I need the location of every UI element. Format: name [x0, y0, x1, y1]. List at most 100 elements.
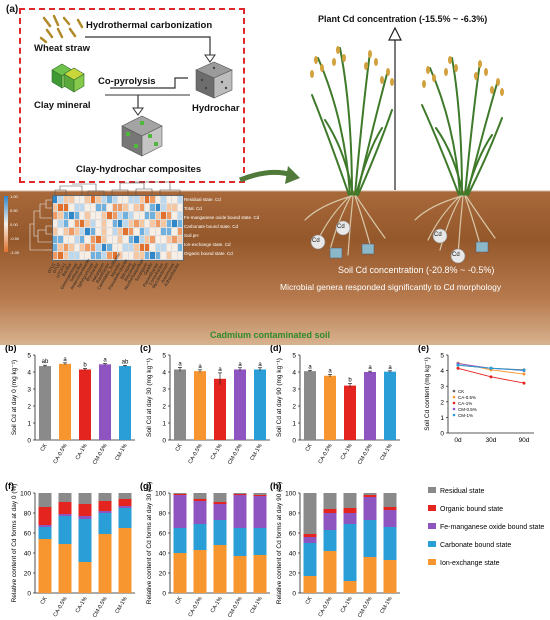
heatmap-cell	[128, 212, 135, 220]
bar	[119, 366, 131, 440]
x-tick-label: CM-0.5%	[357, 596, 374, 619]
significance-letter: b	[348, 378, 352, 384]
heatmap-cell	[123, 204, 129, 212]
heatmap-cell	[134, 236, 140, 244]
heatmap-cell	[85, 244, 91, 252]
y-tick-label: 20	[159, 571, 167, 578]
heatmap-cell	[172, 244, 178, 252]
scale-tick: -1.00	[10, 250, 20, 255]
stack-segment	[38, 527, 52, 539]
legend-entry: CM-0.5%	[458, 407, 477, 412]
heatmap-cell	[85, 236, 91, 244]
heatmap-cell	[80, 196, 86, 204]
x-tick-label: CA-0.5%	[53, 443, 69, 465]
heatmap-cell	[155, 212, 162, 220]
cd-marker: Cd	[337, 224, 345, 230]
heatmap-cell	[53, 204, 59, 212]
heatmap-cell	[85, 212, 91, 220]
heatmap-cell	[107, 212, 113, 220]
bar	[304, 371, 316, 440]
heatmap-cell	[101, 244, 108, 252]
heatmap-cell	[53, 228, 59, 236]
heatmap-cell	[150, 220, 156, 228]
heatmap-cell	[150, 204, 156, 212]
heatmap-cell	[74, 236, 81, 244]
stack-segment	[363, 493, 377, 495]
heatmap-cell	[134, 212, 140, 220]
panel-a-illustration: (a) Wheat straw Hydrothermal carbonizati…	[0, 0, 550, 345]
legend-marker	[452, 401, 456, 405]
heatmap-cell	[96, 228, 102, 236]
stack-segment	[38, 525, 52, 527]
legend-entry: CA-0.5%	[458, 395, 476, 400]
heatmap-cell	[58, 220, 64, 228]
stack-segment	[193, 550, 207, 593]
heatmap-cell	[63, 252, 70, 260]
bar	[364, 372, 376, 440]
heatmap-cell	[128, 236, 135, 244]
stack-segment	[58, 493, 72, 502]
x-tick-label: CM-0.5%	[227, 596, 244, 619]
copyrolysis-label: Co-pyrolysis	[98, 76, 156, 87]
legend-entry: Ion-exchange state	[440, 560, 500, 567]
stack-segment	[303, 493, 317, 534]
soil-cd-text: Soil Cd concentration (-20.8% ~ -0.5%)	[338, 265, 495, 275]
composites-label: Clay-hydrochar composites	[76, 164, 202, 175]
stack-segment	[233, 494, 247, 495]
significance-letter: b	[83, 362, 87, 368]
heatmap-cell	[161, 220, 167, 228]
y-tick-label: 1	[292, 421, 296, 428]
bar	[194, 371, 206, 440]
heatmap-cell	[123, 220, 129, 228]
bar	[344, 385, 356, 440]
heatmap-cell	[155, 244, 162, 252]
cd-marker: Cd	[434, 232, 442, 238]
x-tick-label: 0d	[454, 437, 462, 444]
y-axis-label: Relative content of Cd forms at day 30 (…	[146, 482, 153, 604]
heatmap-cell	[53, 196, 59, 204]
heatmap-cell	[134, 244, 140, 252]
heatmap-cell	[139, 212, 146, 220]
stack-segment	[173, 528, 187, 553]
stack-segment	[303, 543, 317, 576]
heatmap-cell	[117, 212, 124, 220]
heatmap-cell	[177, 236, 183, 244]
heatmap-cell	[145, 236, 151, 244]
y-tick-label: 5	[27, 353, 31, 360]
scale-tick: 1.00	[10, 194, 18, 199]
y-tick-label: 4	[292, 370, 296, 377]
stack-segment	[213, 493, 227, 502]
stack-segment	[233, 493, 247, 494]
legend-entry: Fe-manganese oxide bound state	[440, 524, 544, 531]
stack-segment	[233, 495, 247, 528]
y-tick-label: 100	[20, 491, 31, 498]
heatmap-row-label: Ion-exchange state. Cd	[184, 242, 231, 247]
heatmap-row-label: Residual state. Cd	[184, 197, 221, 202]
heatmap-row-label: Total. Cd	[184, 206, 202, 211]
heatmap-row-label: Carbonate bound state. Cd	[184, 224, 239, 229]
stack-segment	[363, 495, 377, 497]
bar	[99, 364, 111, 440]
scale-tick: 0.50	[10, 208, 18, 213]
heatmap-cell	[139, 204, 146, 212]
y-tick-label: 0	[27, 438, 31, 445]
heatmap-cell	[177, 228, 183, 236]
legend-swatch	[428, 559, 436, 565]
bar	[254, 369, 266, 440]
panel-label: (d)	[270, 345, 282, 353]
panel-label: (b)	[5, 345, 17, 353]
legend-marker	[452, 395, 456, 399]
stack-segment	[193, 499, 207, 501]
heatmap-cell	[145, 220, 151, 228]
x-tick-label: 30d	[486, 437, 497, 444]
heatmap-cell	[177, 244, 183, 252]
heatmap-cell	[177, 220, 183, 228]
heatmap-cell	[90, 212, 97, 220]
series-point	[522, 381, 526, 385]
heatmap-cell	[172, 228, 178, 236]
y-tick-label: 3	[440, 384, 444, 391]
heatmap-cell	[123, 252, 129, 260]
y-axis-label: Relative content of Cd forms at day 0 (%…	[11, 484, 18, 603]
heatmap-cell	[117, 220, 124, 228]
